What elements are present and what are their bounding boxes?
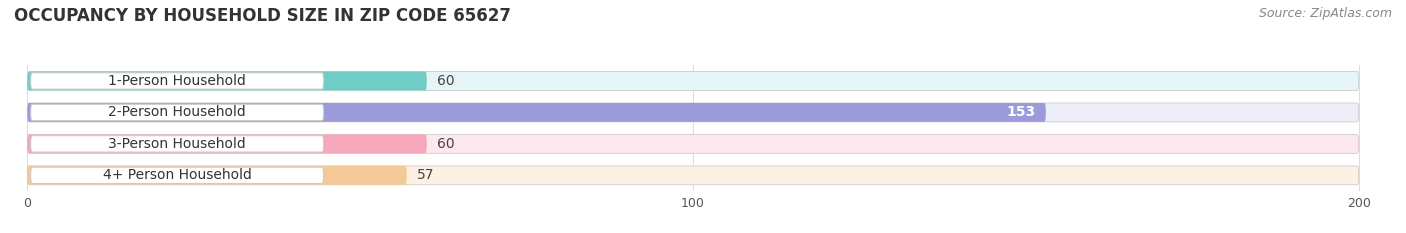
- Text: 4+ Person Household: 4+ Person Household: [103, 168, 252, 182]
- Text: 60: 60: [437, 74, 454, 88]
- Text: OCCUPANCY BY HOUSEHOLD SIZE IN ZIP CODE 65627: OCCUPANCY BY HOUSEHOLD SIZE IN ZIP CODE …: [14, 7, 510, 25]
- FancyBboxPatch shape: [27, 103, 1358, 122]
- FancyBboxPatch shape: [27, 72, 1358, 90]
- FancyBboxPatch shape: [31, 136, 323, 152]
- FancyBboxPatch shape: [31, 73, 323, 89]
- Text: 1-Person Household: 1-Person Household: [108, 74, 246, 88]
- FancyBboxPatch shape: [27, 166, 406, 185]
- FancyBboxPatch shape: [27, 72, 427, 90]
- FancyBboxPatch shape: [31, 104, 323, 121]
- FancyBboxPatch shape: [31, 167, 323, 184]
- Text: 60: 60: [437, 137, 454, 151]
- Text: 2-Person Household: 2-Person Household: [108, 105, 246, 120]
- FancyBboxPatch shape: [27, 166, 1358, 185]
- Text: 57: 57: [416, 168, 434, 182]
- FancyBboxPatch shape: [27, 134, 1358, 153]
- Text: Source: ZipAtlas.com: Source: ZipAtlas.com: [1258, 7, 1392, 20]
- FancyBboxPatch shape: [27, 134, 427, 153]
- Text: 3-Person Household: 3-Person Household: [108, 137, 246, 151]
- Text: 153: 153: [1007, 105, 1036, 120]
- FancyBboxPatch shape: [27, 103, 1046, 122]
